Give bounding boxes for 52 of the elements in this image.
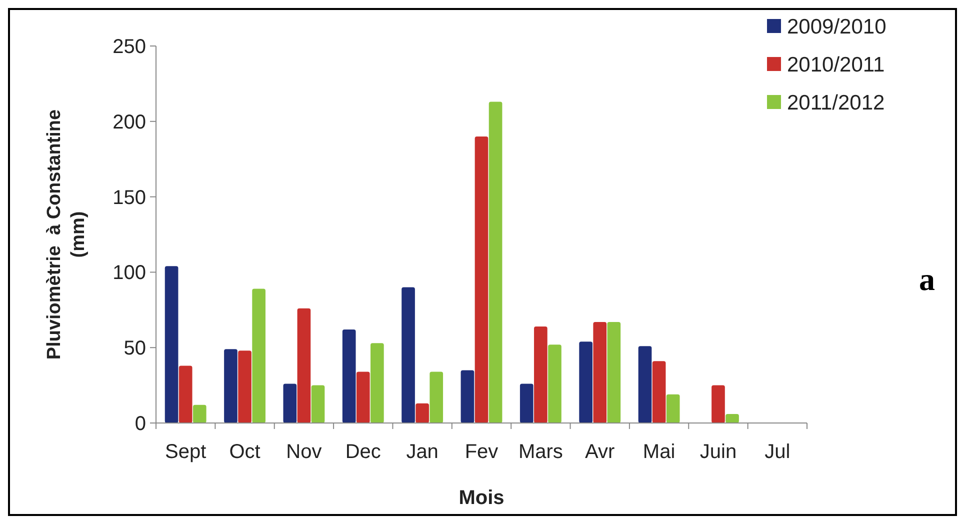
x-tick-label: Avr: [585, 441, 616, 463]
bar: [356, 372, 370, 423]
x-axis-title: Mois: [458, 487, 504, 509]
bar: [593, 322, 607, 423]
x-tick-label: Dec: [345, 441, 381, 463]
bar: [192, 404, 206, 423]
bar: [370, 343, 384, 423]
x-tick-label: Juin: [700, 441, 737, 463]
bar: [416, 403, 429, 423]
y-axis-title: Pluviomètrie à Constantine (mm): [44, 109, 89, 360]
y-tick-label: 200: [112, 111, 146, 134]
bar: [520, 384, 534, 423]
y-tick-label: 250: [112, 36, 146, 58]
x-tick-label: Jul: [764, 441, 790, 463]
y-tick-label: 50: [124, 338, 146, 360]
bar: [474, 136, 488, 423]
x-tick-label: Jan: [406, 441, 438, 463]
x-tick-label: Oct: [229, 441, 261, 463]
bar: [726, 414, 739, 423]
x-tick-label: Nov: [286, 441, 322, 463]
bar: [548, 344, 562, 423]
bar: [488, 102, 502, 423]
y-tick-label: 100: [112, 262, 146, 284]
bar: [638, 346, 652, 423]
bar: [534, 326, 548, 423]
bar: [652, 361, 666, 423]
x-tick-label: Mai: [642, 441, 676, 463]
bar: [311, 385, 325, 423]
bar: [430, 372, 444, 423]
y-tick-label: 150: [112, 186, 146, 209]
bar: [342, 330, 356, 423]
text: a: [919, 261, 935, 297]
bar: [460, 370, 474, 423]
legend-label: 2011/2012: [787, 91, 885, 114]
x-tick-label: Sept: [165, 441, 207, 463]
bar: [666, 394, 680, 423]
bar: [238, 350, 252, 423]
bar: [252, 288, 266, 423]
x-tick-label: Mars: [518, 441, 563, 463]
legend-label: 2009/2010: [787, 15, 886, 38]
bar: [283, 384, 297, 423]
bar: [712, 385, 725, 423]
bar: [297, 308, 311, 423]
bar: [402, 287, 415, 423]
bar: [164, 266, 178, 423]
y-tick-label: 0: [134, 413, 146, 435]
x-tick-label: Fev: [464, 441, 498, 463]
legend-label: 2010/2011: [787, 53, 885, 76]
bar: [224, 349, 238, 423]
bar: [607, 322, 621, 423]
bar: [178, 366, 192, 423]
bar: [579, 342, 592, 423]
